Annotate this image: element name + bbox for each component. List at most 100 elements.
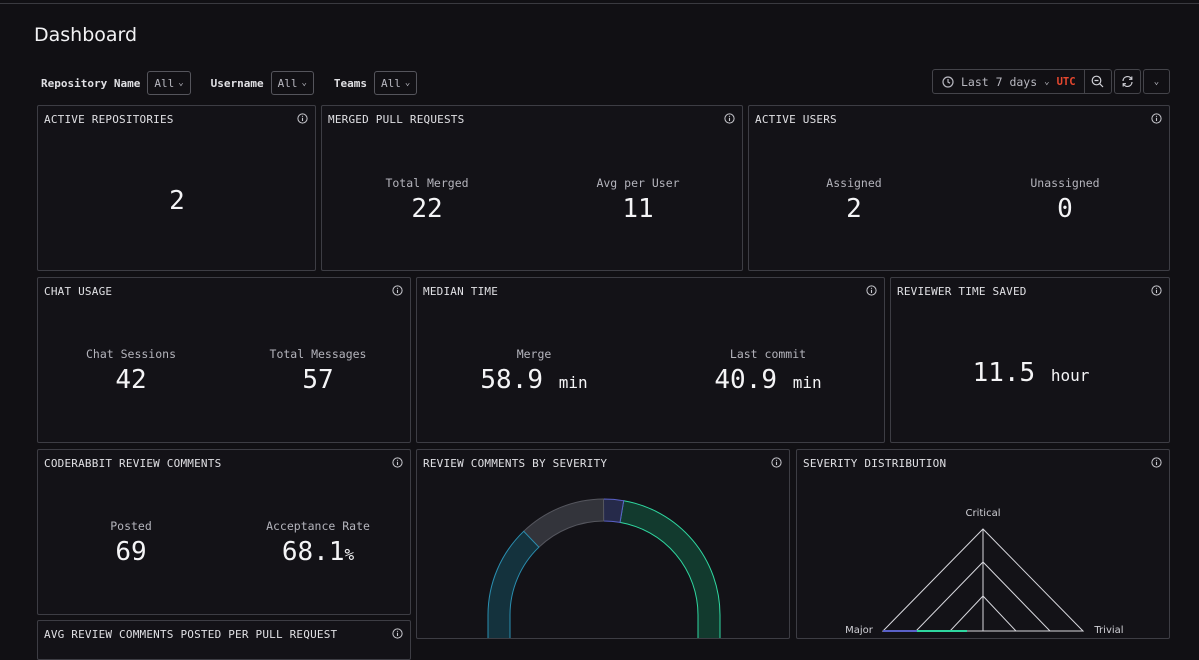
acceptance-rate-stat: Acceptance Rate 68.1% bbox=[266, 519, 370, 567]
stat-number: 40.9 bbox=[714, 365, 778, 395]
stat-label: Total Messages bbox=[269, 347, 367, 361]
severity-distribution-panel: SEVERITY DISTRIBUTION Critical Major Tri… bbox=[796, 449, 1170, 639]
repository-select[interactable]: All ⌄ bbox=[147, 71, 191, 95]
top-divider bbox=[0, 3, 1199, 4]
stat-value: 22 bbox=[411, 194, 443, 224]
info-icon[interactable] bbox=[392, 285, 403, 296]
median-time-panel: MEDIAN TIME Merge 58.9 min Last commit 4… bbox=[416, 277, 885, 443]
donut-segment-teal[interactable] bbox=[487, 530, 540, 639]
stat-unit: % bbox=[344, 545, 355, 564]
stat-label: Unassigned bbox=[1030, 176, 1100, 190]
info-icon[interactable] bbox=[1151, 457, 1162, 468]
info-icon[interactable] bbox=[297, 113, 308, 124]
severity-donut-chart bbox=[487, 498, 721, 639]
chevron-down-icon: ⌄ bbox=[301, 78, 307, 88]
username-select-value: All bbox=[277, 76, 298, 90]
info-icon[interactable] bbox=[392, 457, 403, 468]
stat-label: Assigned bbox=[826, 176, 882, 190]
time-range-label: Last 7 days bbox=[961, 74, 1038, 89]
panel-title: MEDIAN TIME bbox=[423, 285, 499, 298]
stat-unit: min bbox=[792, 373, 822, 392]
username-select[interactable]: All ⌄ bbox=[270, 71, 314, 95]
stat-label: Acceptance Rate bbox=[266, 519, 370, 533]
chat-usage-panel: CHAT USAGE Chat Sessions 42 Total Messag… bbox=[37, 277, 411, 443]
stat-value: 40.9 min bbox=[714, 365, 821, 395]
chat-sessions-stat: Chat Sessions 42 bbox=[86, 347, 176, 395]
info-icon[interactable] bbox=[866, 285, 877, 296]
filter-bar: Repository Name All ⌄ Username All ⌄ Tea… bbox=[41, 71, 437, 95]
stat-value: 58.9 min bbox=[480, 365, 587, 395]
stat-number: 11.5 bbox=[972, 358, 1036, 388]
active-repositories-panel: ACTIVE REPOSITORIES 2 bbox=[37, 105, 316, 271]
avg-per-user-stat: Avg per User 11 bbox=[596, 176, 679, 224]
refresh-icon bbox=[1122, 75, 1133, 88]
panel-title: ACTIVE REPOSITORIES bbox=[44, 113, 174, 126]
stat-value: 11 bbox=[622, 194, 654, 224]
assigned-stat: Assigned 2 bbox=[826, 176, 881, 224]
stat-label: Last commit bbox=[729, 347, 807, 361]
refresh-button[interactable] bbox=[1114, 69, 1141, 94]
coderabbit-review-comments-panel: CODERABBIT REVIEW COMMENTS Posted 69 Acc… bbox=[37, 449, 411, 615]
clock-icon bbox=[942, 75, 954, 88]
panel-title: AVG REVIEW COMMENTS POSTED PER PULL REQU… bbox=[44, 628, 338, 641]
page-title: Dashboard bbox=[34, 24, 138, 46]
repository-select-value: All bbox=[154, 76, 175, 90]
stat-value: 57 bbox=[302, 365, 334, 395]
stat-label: Merge bbox=[516, 347, 552, 361]
panel-title: ACTIVE USERS bbox=[755, 113, 837, 126]
stat-value: 0 bbox=[1057, 194, 1073, 224]
radar-label-critical: Critical bbox=[966, 508, 1001, 519]
donut-segment-purple[interactable] bbox=[602, 498, 625, 523]
severity-radar-chart: Critical Major Trivial bbox=[845, 508, 1123, 636]
info-icon[interactable] bbox=[392, 628, 403, 639]
panel-title: SEVERITY DISTRIBUTION bbox=[803, 457, 947, 470]
time-range-picker[interactable]: Last 7 days ⌄ UTC bbox=[933, 70, 1084, 93]
chevron-down-icon: ⌄ bbox=[404, 78, 411, 88]
stat-value: 42 bbox=[115, 365, 147, 395]
panel-title: CHAT USAGE bbox=[44, 285, 113, 298]
stat-value: 69 bbox=[115, 537, 147, 567]
stat-label: Avg per User bbox=[596, 176, 680, 190]
stat-value: 2 bbox=[846, 194, 862, 224]
timezone-label: UTC bbox=[1056, 75, 1076, 88]
donut-segment-green[interactable] bbox=[619, 500, 721, 639]
review-comments-by-severity-panel: REVIEW COMMENTS BY SEVERITY bbox=[416, 449, 790, 639]
active-users-panel: ACTIVE USERS Assigned 2 Unassigned 0 bbox=[748, 105, 1170, 271]
stat-number: 58.9 bbox=[480, 365, 544, 395]
filter-label-username: Username bbox=[210, 76, 264, 90]
chevron-down-icon: ⌄ bbox=[1153, 76, 1160, 87]
stat-label: Total Merged bbox=[385, 176, 469, 190]
zoom-out-button[interactable] bbox=[1083, 70, 1111, 93]
filter-label-teams: Teams bbox=[333, 76, 368, 90]
zoom-out-icon bbox=[1091, 75, 1104, 88]
panel-title: REVIEW COMMENTS BY SEVERITY bbox=[423, 457, 608, 470]
panel-title: MERGED PULL REQUESTS bbox=[328, 113, 465, 126]
panel-title: REVIEWER TIME SAVED bbox=[897, 285, 1027, 298]
reviewer-time-saved-panel: REVIEWER TIME SAVED 11.5 hour bbox=[890, 277, 1170, 443]
info-icon[interactable] bbox=[1151, 285, 1162, 296]
teams-select[interactable]: All ⌄ bbox=[374, 71, 418, 95]
stat-number: 68.1 bbox=[281, 537, 345, 567]
last-commit-time-stat: Last commit 40.9 min bbox=[714, 347, 821, 395]
info-icon[interactable] bbox=[1151, 113, 1162, 124]
filter-label-repository: Repository Name bbox=[41, 76, 141, 90]
panel-title: CODERABBIT REVIEW COMMENTS bbox=[44, 457, 222, 470]
unassigned-stat: Unassigned 0 bbox=[1030, 176, 1099, 224]
posted-stat: Posted 69 bbox=[110, 519, 152, 567]
avg-review-comments-panel: AVG REVIEW COMMENTS POSTED PER PULL REQU… bbox=[37, 620, 411, 660]
chevron-down-icon: ⌄ bbox=[1044, 76, 1050, 87]
merge-time-stat: Merge 58.9 min bbox=[480, 347, 587, 395]
info-icon[interactable] bbox=[724, 113, 735, 124]
reviewer-time-saved-value: 11.5 hour bbox=[973, 358, 1090, 388]
teams-select-value: All bbox=[381, 76, 401, 90]
stat-label: Chat Sessions bbox=[85, 347, 177, 361]
merged-pull-requests-panel: MERGED PULL REQUESTS Total Merged 22 Avg… bbox=[321, 105, 743, 271]
stat-unit: hour bbox=[1050, 366, 1090, 385]
stat-value: 68.1% bbox=[266, 537, 370, 567]
time-range-control: Last 7 days ⌄ UTC bbox=[932, 69, 1112, 94]
donut-segment-grey[interactable] bbox=[522, 498, 605, 548]
refresh-interval-button[interactable]: ⌄ bbox=[1143, 69, 1170, 94]
stat-label: Posted bbox=[110, 519, 152, 533]
info-icon[interactable] bbox=[771, 457, 782, 468]
total-messages-stat: Total Messages 57 bbox=[270, 347, 367, 395]
